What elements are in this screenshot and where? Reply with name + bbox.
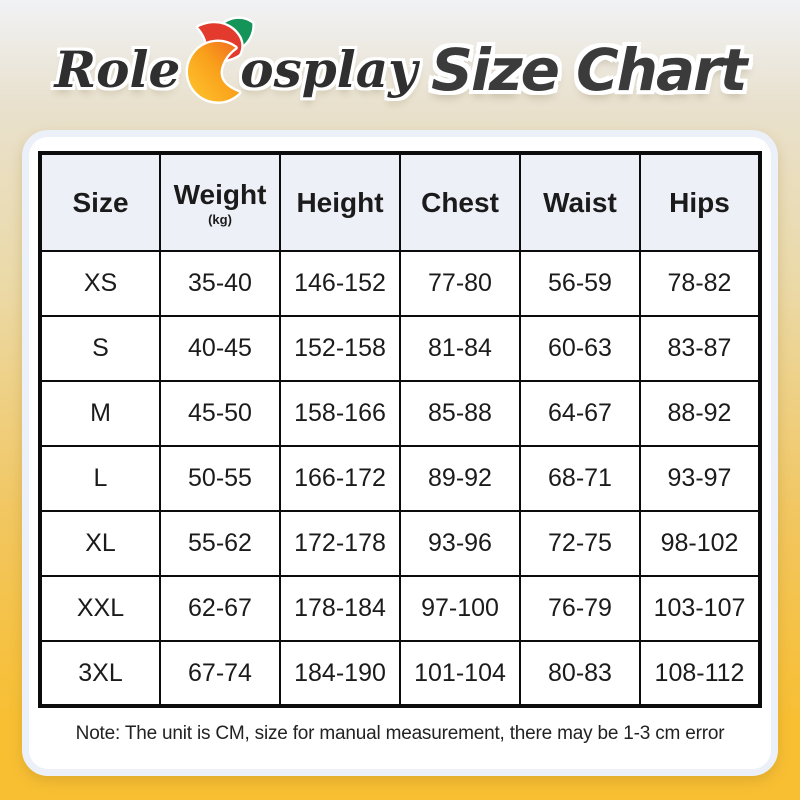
cell-weight: 62-67 bbox=[159, 575, 281, 642]
cell-chest: 101-104 bbox=[399, 640, 521, 707]
cell-size: XL bbox=[39, 510, 161, 577]
column-header-size: Size bbox=[39, 152, 161, 252]
table-row-s: S 40-45 152-158 81-84 60-63 83-87 bbox=[39, 315, 761, 382]
size-chart-card: Size Weight (kg) Height Chest Waist Hips … bbox=[22, 130, 778, 776]
cell-height: 184-190 bbox=[279, 640, 401, 707]
rolecosplay-c-icon bbox=[185, 16, 255, 104]
cell-weight: 45-50 bbox=[159, 380, 281, 447]
table-row-l: L 50-55 166-172 89-92 68-71 93-97 bbox=[39, 445, 761, 512]
table-row-3xl: 3XL 67-74 184-190 101-104 80-83 108-112 bbox=[39, 640, 761, 707]
cell-hips: 78-82 bbox=[639, 250, 761, 317]
column-header-hips: Hips bbox=[639, 152, 761, 252]
cell-hips: 83-87 bbox=[639, 315, 761, 382]
cell-height: 166-172 bbox=[279, 445, 401, 512]
cell-hips: 88-92 bbox=[639, 380, 761, 447]
cell-chest: 93-96 bbox=[399, 510, 521, 577]
header: Role osplay Size Chart bbox=[0, 0, 800, 132]
cell-chest: 89-92 bbox=[399, 445, 521, 512]
cell-size: 3XL bbox=[39, 640, 161, 707]
cell-height: 152-158 bbox=[279, 315, 401, 382]
cell-waist: 56-59 bbox=[519, 250, 641, 317]
cell-size: L bbox=[39, 445, 161, 512]
cell-size: S bbox=[39, 315, 161, 382]
cell-weight: 50-55 bbox=[159, 445, 281, 512]
cell-waist: 60-63 bbox=[519, 315, 641, 382]
column-label: Waist bbox=[543, 186, 617, 218]
cell-weight: 55-62 bbox=[159, 510, 281, 577]
cell-hips: 108-112 bbox=[639, 640, 761, 707]
size-table: Size Weight (kg) Height Chest Waist Hips … bbox=[38, 151, 762, 708]
cell-height: 178-184 bbox=[279, 575, 401, 642]
cell-weight: 67-74 bbox=[159, 640, 281, 707]
column-label: Size bbox=[72, 186, 129, 218]
cell-waist: 80-83 bbox=[519, 640, 641, 707]
cell-size: XXL bbox=[39, 575, 161, 642]
logo-text-osplay: osplay bbox=[240, 40, 418, 99]
cell-hips: 98-102 bbox=[639, 510, 761, 577]
cell-size: XS bbox=[39, 250, 161, 317]
cell-size: M bbox=[39, 380, 161, 447]
cell-weight: 35-40 bbox=[159, 250, 281, 317]
cell-hips: 93-97 bbox=[639, 445, 761, 512]
cell-chest: 77-80 bbox=[399, 250, 521, 317]
cell-height: 158-166 bbox=[279, 380, 401, 447]
cell-chest: 81-84 bbox=[399, 315, 521, 382]
table-row-xl: XL 55-62 172-178 93-96 72-75 98-102 bbox=[39, 510, 761, 577]
cell-chest: 85-88 bbox=[399, 380, 521, 447]
cell-height: 146-152 bbox=[279, 250, 401, 317]
weight-unit-label: (kg) bbox=[208, 211, 232, 227]
logo-text-role: Role bbox=[54, 40, 181, 99]
logo-crescent-orange bbox=[185, 39, 242, 104]
cell-waist: 72-75 bbox=[519, 510, 641, 577]
cell-waist: 76-79 bbox=[519, 575, 641, 642]
column-label: Chest bbox=[421, 186, 499, 218]
cell-waist: 64-67 bbox=[519, 380, 641, 447]
column-label: Hips bbox=[669, 186, 730, 218]
page-title: Size Chart bbox=[431, 36, 747, 104]
column-header-chest: Chest bbox=[399, 152, 521, 252]
column-header-waist: Waist bbox=[519, 152, 641, 252]
cell-weight: 40-45 bbox=[159, 315, 281, 382]
note-text: Note: The unit is CM, size for manual me… bbox=[75, 723, 725, 744]
cell-waist: 68-71 bbox=[519, 445, 641, 512]
column-header-weight: Weight (kg) bbox=[159, 152, 281, 252]
column-label: Height bbox=[296, 186, 384, 218]
column-header-height: Height bbox=[279, 152, 401, 252]
cell-chest: 97-100 bbox=[399, 575, 521, 642]
table-row-xs: XS 35-40 146-152 77-80 56-59 78-82 bbox=[39, 250, 761, 317]
cell-hips: 103-107 bbox=[639, 575, 761, 642]
column-label: Weight bbox=[173, 178, 267, 210]
table-row-m: M 45-50 158-166 85-88 64-67 88-92 bbox=[39, 380, 761, 447]
rolecosplay-logo: Role osplay bbox=[54, 16, 418, 119]
cell-height: 172-178 bbox=[279, 510, 401, 577]
header-row: Size Weight (kg) Height Chest Waist Hips bbox=[39, 152, 761, 252]
table-row-xxl: XXL 62-67 178-184 97-100 76-79 103-107 bbox=[39, 575, 761, 642]
